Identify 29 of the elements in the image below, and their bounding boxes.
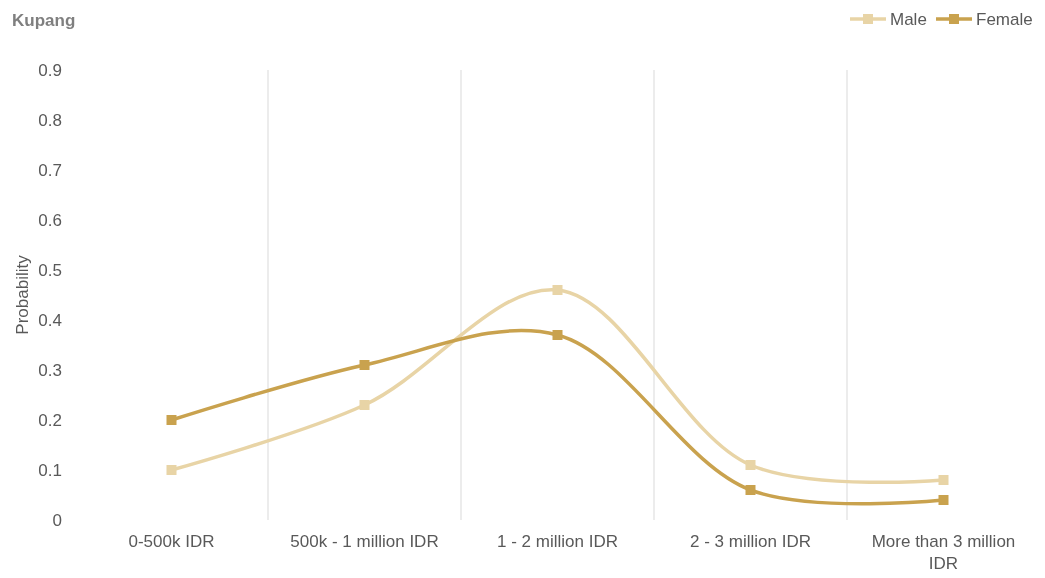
point bbox=[745, 460, 756, 470]
y-tick-label: 0.4 bbox=[38, 311, 62, 330]
y-tick-label: 0.6 bbox=[38, 211, 62, 230]
point bbox=[745, 485, 756, 495]
point bbox=[938, 475, 949, 485]
y-tick-label: 0.8 bbox=[38, 111, 62, 130]
legend-label: Female bbox=[976, 10, 1033, 29]
x-tick-label: 2 - 3 million IDR bbox=[690, 532, 811, 551]
y-tick-label: 0.3 bbox=[38, 361, 62, 380]
x-tick-label: 1 - 2 million IDR bbox=[497, 532, 618, 551]
legend-label: Male bbox=[890, 10, 927, 29]
y-tick-label: 0.7 bbox=[38, 161, 62, 180]
y-tick-label: 0.9 bbox=[38, 61, 62, 80]
y-tick-label: 0 bbox=[52, 511, 62, 530]
point bbox=[552, 285, 563, 295]
point bbox=[166, 415, 177, 425]
chart-title: Kupang bbox=[12, 11, 76, 30]
point bbox=[166, 465, 177, 475]
y-tick-label: 0.1 bbox=[38, 461, 62, 480]
x-tick-label: 0-500k IDR bbox=[128, 532, 215, 551]
point bbox=[938, 495, 949, 505]
x-tick-label: 500k - 1 million IDR bbox=[290, 532, 439, 551]
point bbox=[359, 360, 370, 370]
x-tick-label: More than 3 million IDR bbox=[871, 532, 1016, 573]
y-tick-label: 0.2 bbox=[38, 411, 62, 430]
y-tick-label: 0.5 bbox=[38, 261, 62, 280]
point bbox=[552, 330, 563, 340]
point bbox=[359, 400, 370, 410]
y-axis-title: Probability bbox=[13, 254, 32, 335]
